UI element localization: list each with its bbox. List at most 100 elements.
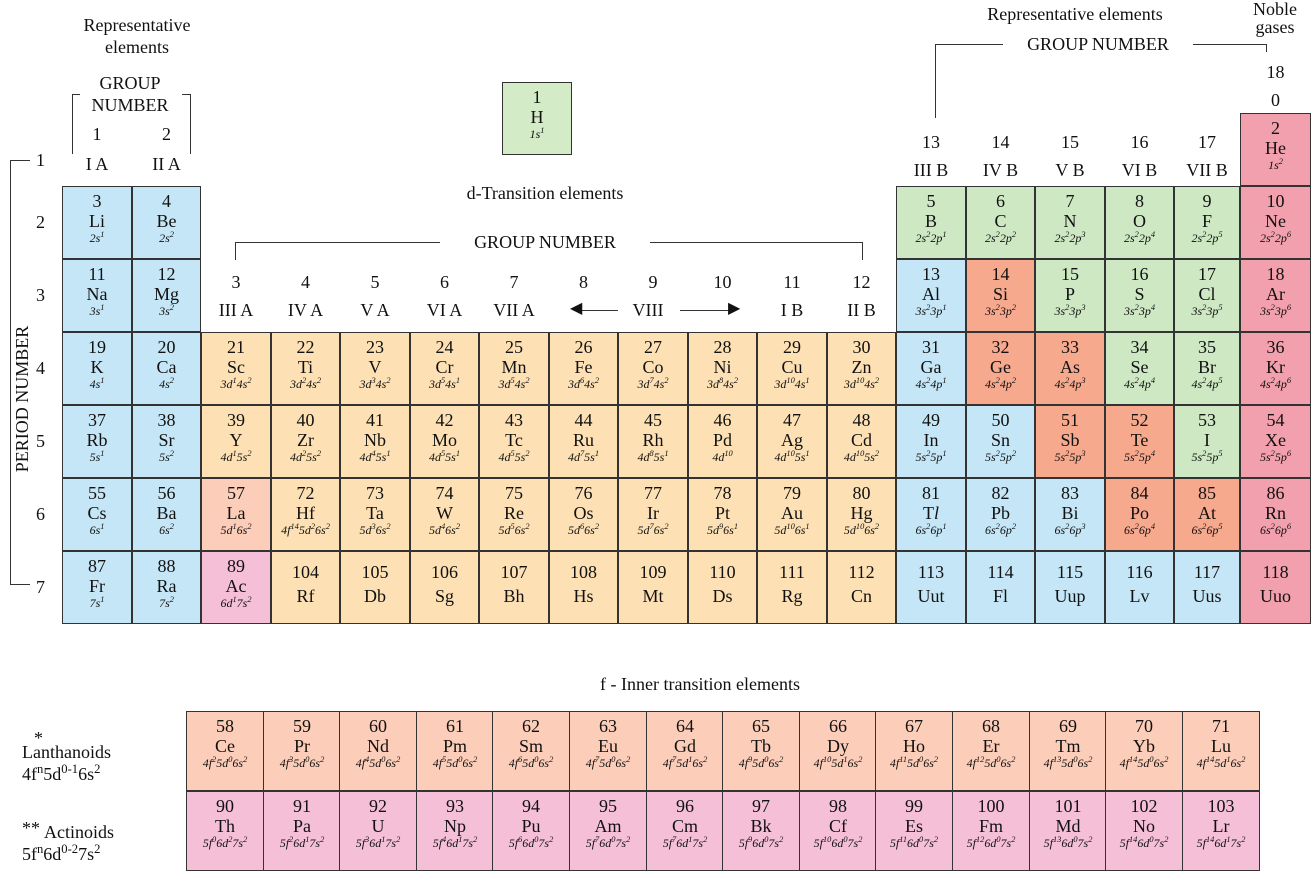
- element-cell-be: 4 Be 2s2: [132, 186, 201, 259]
- element-cell-na: 11 Na 3s1: [62, 259, 132, 332]
- electron-config: 3d54s2: [498, 376, 530, 391]
- actinoid-cell-fm: 100 Fm 5f126d07s2: [952, 791, 1030, 871]
- element-symbol: K: [90, 357, 104, 377]
- electron-config: 3d54s1: [428, 376, 461, 391]
- element-symbol: As: [1059, 357, 1080, 377]
- electron-config: 5s25p2: [984, 449, 1017, 464]
- atomic-number: 117: [1193, 562, 1221, 582]
- electron-config: 5d96s1: [706, 522, 739, 537]
- element-symbol: Hf: [296, 503, 315, 523]
- electron-config: 3s23p3: [1054, 303, 1086, 318]
- viii-arrow-right-head: ▶: [728, 300, 741, 317]
- group-roman-3: III A: [218, 300, 254, 320]
- electron-config: 6s2: [159, 522, 174, 537]
- element-cell-ra: 88 Ra 7s2: [132, 551, 201, 624]
- element-cell-cl: 17 Cl 3s23p5: [1174, 259, 1240, 332]
- electron-config: 5f66d07s2: [508, 835, 554, 850]
- element-cell-ca: 20 Ca 4s2: [132, 332, 201, 405]
- electron-config: 3s23p4: [1123, 303, 1156, 318]
- electron-config: 3s23p6: [1259, 303, 1292, 318]
- electron-config: 6s26p1: [915, 522, 947, 537]
- element-symbol: S: [1134, 284, 1145, 304]
- electron-config: 4f145d16s2: [1196, 755, 1246, 770]
- element-symbol: C: [994, 211, 1007, 231]
- atomic-number: 48: [852, 410, 871, 430]
- element-cell-rg: 111 Rg: [757, 551, 827, 624]
- actinoids-mark: **: [22, 818, 40, 838]
- electron-config: 2s22p2: [984, 230, 1017, 245]
- element-cell-li: 3 Li 2s1: [62, 186, 132, 259]
- element-symbol: Am: [594, 816, 622, 836]
- element-symbol: O: [1133, 211, 1146, 231]
- element-symbol: Pm: [442, 736, 467, 756]
- element-cell-cd: 48 Cd 4d105s2: [827, 405, 896, 478]
- element-symbol: Ru: [572, 430, 594, 450]
- element-symbol: Au: [781, 503, 803, 523]
- element-symbol: Bi: [1061, 503, 1079, 523]
- period-label-4: 4: [36, 358, 45, 378]
- element-cell-in: 49 In 5s25p1: [896, 405, 966, 478]
- group-roman-12: II B: [847, 300, 876, 320]
- group-roman-17: VII B: [1186, 160, 1228, 180]
- element-symbol: Pd: [712, 430, 732, 450]
- atomic-number: 108: [570, 562, 597, 582]
- group-roman-4: IV A: [287, 300, 324, 320]
- electron-config: 5f146d07s2: [1119, 835, 1169, 850]
- group-d-v-left: [235, 242, 236, 260]
- element-symbol: Al: [922, 284, 940, 304]
- electron-config: 5f76d17s2: [662, 835, 708, 850]
- element-symbol: Sr: [158, 430, 175, 450]
- atomic-number: 27: [644, 337, 662, 357]
- element-symbol: Ta: [366, 503, 384, 523]
- atomic-number: 14: [991, 264, 1010, 284]
- electron-config: 4f75d16s2: [662, 755, 708, 770]
- element-symbol: Nd: [367, 736, 389, 756]
- element-symbol: Be: [156, 211, 177, 231]
- element-cell-co: 27 Co 3d74s2: [618, 332, 688, 405]
- element-symbol: B: [924, 211, 937, 231]
- atomic-number: 98: [829, 796, 847, 816]
- atomic-number: 114: [987, 562, 1014, 582]
- element-cell-pt: 78 Pt 5d96s1: [688, 478, 757, 551]
- electron-config: 5d76s2: [637, 522, 669, 537]
- noble-gases-title: Noble gases: [1253, 0, 1297, 37]
- atomic-number: 80: [852, 483, 871, 503]
- atomic-number: 74: [435, 483, 454, 503]
- element-symbol: Rg: [781, 586, 803, 606]
- group-roman-7: VII A: [493, 300, 535, 320]
- atomic-number: 64: [676, 716, 694, 736]
- actinoid-cell-pa: 91 Pa 5f26d17s2: [263, 791, 341, 871]
- atomic-number: 70: [1135, 716, 1153, 736]
- element-symbol: Rb: [86, 430, 108, 450]
- element-cell-hg: 80 Hg 5d106s2: [827, 478, 896, 551]
- element-cell-ti: 22 Ti 3d24s2: [271, 332, 340, 405]
- electron-config: 3d24s2: [289, 376, 322, 391]
- element-symbol: P: [1064, 284, 1075, 304]
- actinoid-cell-cf: 98 Cf 5f106d07s2: [799, 791, 877, 871]
- element-symbol: Mn: [501, 357, 527, 377]
- element-symbol: Li: [89, 211, 105, 231]
- atomic-number: 110: [709, 562, 736, 582]
- group-roman-6: VI A: [426, 300, 463, 320]
- element-cell-sr: 38 Sr 5s2: [132, 405, 201, 478]
- element-symbol: N: [1063, 211, 1077, 231]
- group-roman-16: VI B: [1121, 160, 1158, 180]
- element-cell-rn: 86 Rn 6s26p6: [1240, 478, 1311, 551]
- element-cell-mo: 42 Mo 4d55s1: [410, 405, 479, 478]
- electron-config: 3s23p1: [915, 303, 947, 318]
- lanthanoid-cell-pr: 59 Pr 4f35d06s2: [263, 711, 341, 791]
- atomic-number: 20: [157, 337, 176, 357]
- element-symbol: Cn: [850, 586, 872, 606]
- actinoid-cell-lr: 103 Lr 5f146d17s2: [1182, 791, 1260, 871]
- element-symbol: Gd: [674, 736, 696, 756]
- element-symbol: Mg: [153, 284, 179, 304]
- atomic-number: 60: [369, 716, 387, 736]
- atomic-number: 13: [922, 264, 940, 284]
- lanthanoid-cell-tb: 65 Tb 4f95d06s2: [722, 711, 800, 791]
- period-bracket-bottom: [10, 584, 30, 585]
- atomic-number: 100: [977, 796, 1005, 816]
- element-symbol: Co: [642, 357, 664, 377]
- element-cell-w: 74 W 5d46s2: [410, 478, 479, 551]
- electron-config: 3d14s2: [220, 376, 252, 391]
- group-number-8: 8: [579, 272, 588, 292]
